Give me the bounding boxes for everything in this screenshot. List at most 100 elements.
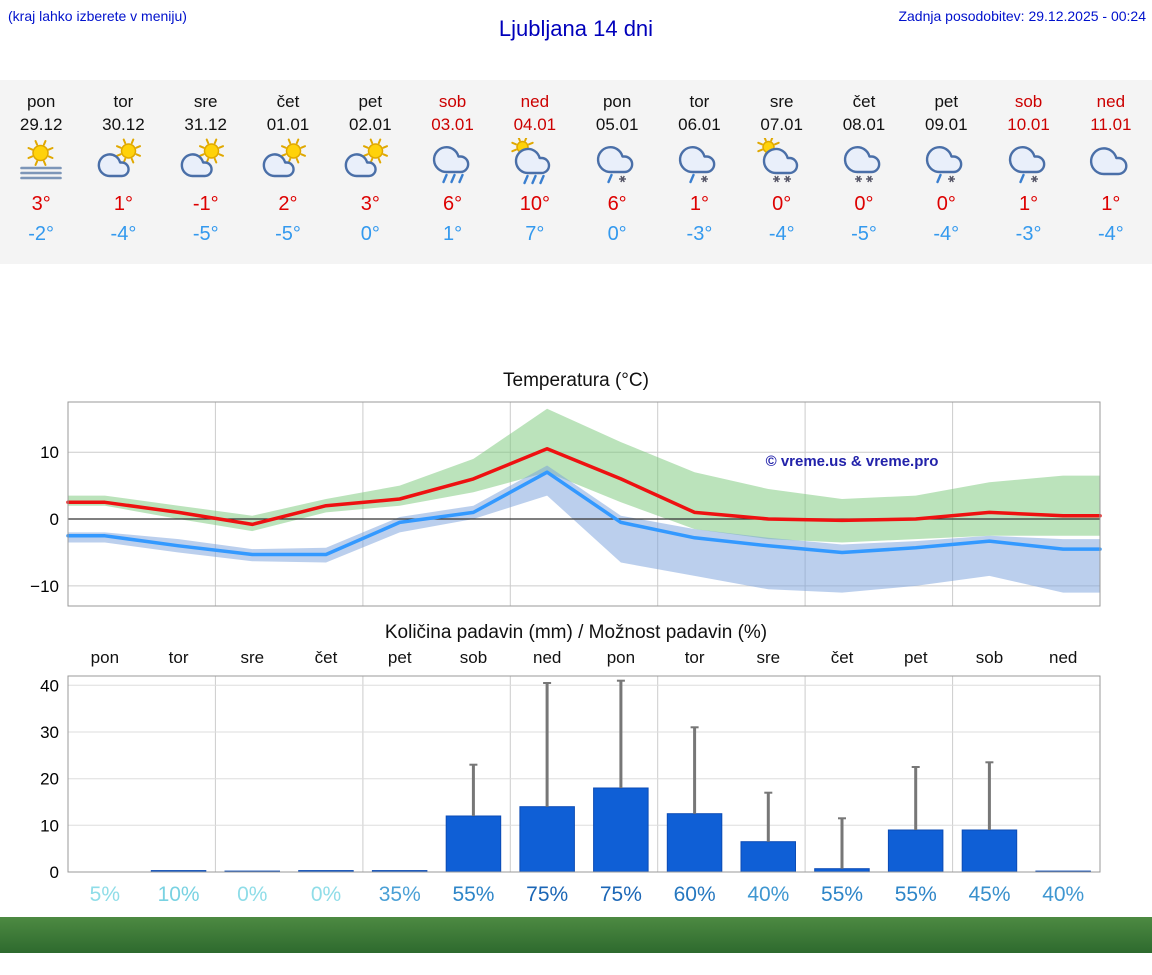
- forecast-day: ned 04.01 10° 7°: [494, 92, 576, 246]
- forecast-day: čet 01.01 2° -5°: [247, 92, 329, 246]
- precip-probability: 5%: [89, 883, 121, 906]
- svg-text:20: 20: [40, 770, 59, 789]
- temp-low: -5°: [851, 223, 877, 245]
- temp-low: -4°: [768, 223, 795, 245]
- day-name: sob: [438, 92, 467, 111]
- forecast-day: pon 29.12 3° -2°: [0, 92, 82, 246]
- forecast-day: čet 08.01 0° -5°: [823, 92, 905, 246]
- weather-icon-sun-snow: [741, 135, 823, 188]
- day-name: tor: [689, 92, 710, 111]
- day-name: ned: [520, 92, 550, 111]
- weather-icon-sleet: [576, 138, 658, 188]
- day-date: 10.01: [1007, 115, 1050, 134]
- svg-text:−10: −10: [30, 577, 59, 596]
- day-date: 07.01: [760, 115, 803, 134]
- temp-low: 0°: [360, 223, 380, 245]
- weather-icon-sun-cloud: [329, 138, 411, 188]
- forecast-day: sre 07.01 0° -4°: [741, 92, 823, 246]
- svg-text:© vreme.us & vreme.pro: © vreme.us & vreme.pro: [766, 453, 939, 470]
- precip-day-label: čet: [314, 648, 338, 667]
- temp-low: -5°: [275, 223, 301, 245]
- day-name: sre: [193, 92, 218, 111]
- temp-low: 7°: [525, 223, 545, 245]
- day-name: pon: [26, 92, 56, 111]
- day-name: sre: [769, 92, 794, 111]
- temp-high: 0°: [772, 193, 792, 215]
- precip-probability: 40%: [747, 883, 790, 906]
- temp-low: -3°: [686, 223, 713, 245]
- forecast-day: sob 10.01 1° -3°: [987, 92, 1069, 246]
- forecast-day: sob 03.01 6° 1°: [411, 92, 493, 246]
- precip-probability: 0%: [310, 883, 342, 906]
- precip-day-label: sre: [756, 648, 781, 667]
- temp-high: 1°: [1101, 193, 1121, 215]
- precip-probability: 55%: [452, 883, 495, 906]
- header: (kraj lahko izberete v meniju) Ljubljana…: [0, 0, 1152, 80]
- temp-high: 3°: [360, 193, 380, 215]
- weather-icon-sun-cloud: [247, 138, 329, 188]
- temp-high: -1°: [192, 193, 219, 215]
- temp-low: -2°: [28, 223, 55, 245]
- weather-icon-sleet: [905, 138, 987, 188]
- temp-low: -4°: [933, 223, 960, 245]
- precip-probability: 0%: [237, 883, 268, 906]
- svg-text:30: 30: [40, 723, 59, 742]
- spacer: [0, 264, 1152, 368]
- precip-day-label: sob: [975, 648, 1004, 667]
- temp-high: 1°: [689, 193, 709, 215]
- precip-probability: 10%: [157, 883, 200, 906]
- precip-day-label: tor: [168, 648, 189, 667]
- svg-text:10: 10: [40, 816, 59, 835]
- day-date: 29.12: [19, 115, 63, 134]
- page-title: Ljubljana 14 dni: [498, 16, 654, 41]
- temp-high: 10°: [519, 193, 550, 215]
- weather-icon-snow: [823, 138, 905, 188]
- temp-low: -4°: [1097, 223, 1124, 245]
- forecast-day: pet 09.01 0° -4°: [905, 92, 987, 246]
- precip-probability: 60%: [673, 883, 716, 906]
- weather-icon-sun-cloud: [82, 138, 164, 188]
- temp-high: 0°: [854, 193, 874, 215]
- day-name: sob: [1014, 92, 1043, 111]
- day-date: 06.01: [678, 115, 721, 134]
- precip-day-label: pet: [387, 648, 412, 667]
- svg-text:10: 10: [40, 443, 59, 462]
- precip-chart: 0 10 20 30 40: [0, 670, 1152, 878]
- precip-day-label: sob: [459, 648, 488, 667]
- weather-icon-sun-cloud: [165, 138, 247, 188]
- day-date: 05.01: [595, 115, 639, 134]
- forecast-strip: pon 29.12 3° -2° tor 30.12 1° -4° sre 31…: [0, 80, 1152, 264]
- forecast-day: tor 06.01 1° -3°: [658, 92, 740, 246]
- day-date: 02.01: [349, 115, 392, 134]
- temp-high: 6°: [607, 193, 627, 215]
- day-name: pon: [602, 92, 632, 111]
- weather-icon-sun-fog: [0, 138, 82, 188]
- temperature-chart: −10 0 10 © vreme.us & vreme.pro: [0, 396, 1152, 614]
- weather-icon-sun-rain: [494, 135, 576, 188]
- day-date: 08.01: [842, 115, 886, 134]
- day-name: pet: [934, 92, 959, 111]
- weather-icon-sleet: [658, 138, 740, 188]
- temperature-chart-title: Temperatura (°C): [503, 370, 649, 391]
- precip-day-label: pon: [606, 648, 636, 667]
- precip-probability: 75%: [526, 883, 569, 906]
- day-name: pet: [358, 92, 383, 111]
- precip-probability: 75%: [599, 883, 642, 906]
- map-strip: [0, 917, 1152, 953]
- day-date: 30.12: [102, 115, 145, 134]
- temp-high: 0°: [936, 193, 956, 215]
- temp-low: -4°: [110, 223, 137, 245]
- day-date: 03.01: [431, 115, 474, 134]
- forecast-day: sre 31.12 -1° -5°: [165, 92, 247, 246]
- precip-probability: 55%: [821, 883, 864, 906]
- precip-day-label: ned: [1049, 648, 1078, 667]
- svg-text:0: 0: [50, 863, 59, 878]
- temp-low: -5°: [192, 223, 219, 245]
- day-name: čet: [852, 92, 876, 111]
- precip-probability: 35%: [378, 883, 421, 906]
- temp-high: 6°: [443, 193, 463, 215]
- forecast-day: pon 05.01 6° 0°: [576, 92, 658, 246]
- day-name: ned: [1096, 92, 1126, 111]
- precip-probability: 40%: [1042, 883, 1085, 906]
- svg-text:40: 40: [40, 676, 59, 695]
